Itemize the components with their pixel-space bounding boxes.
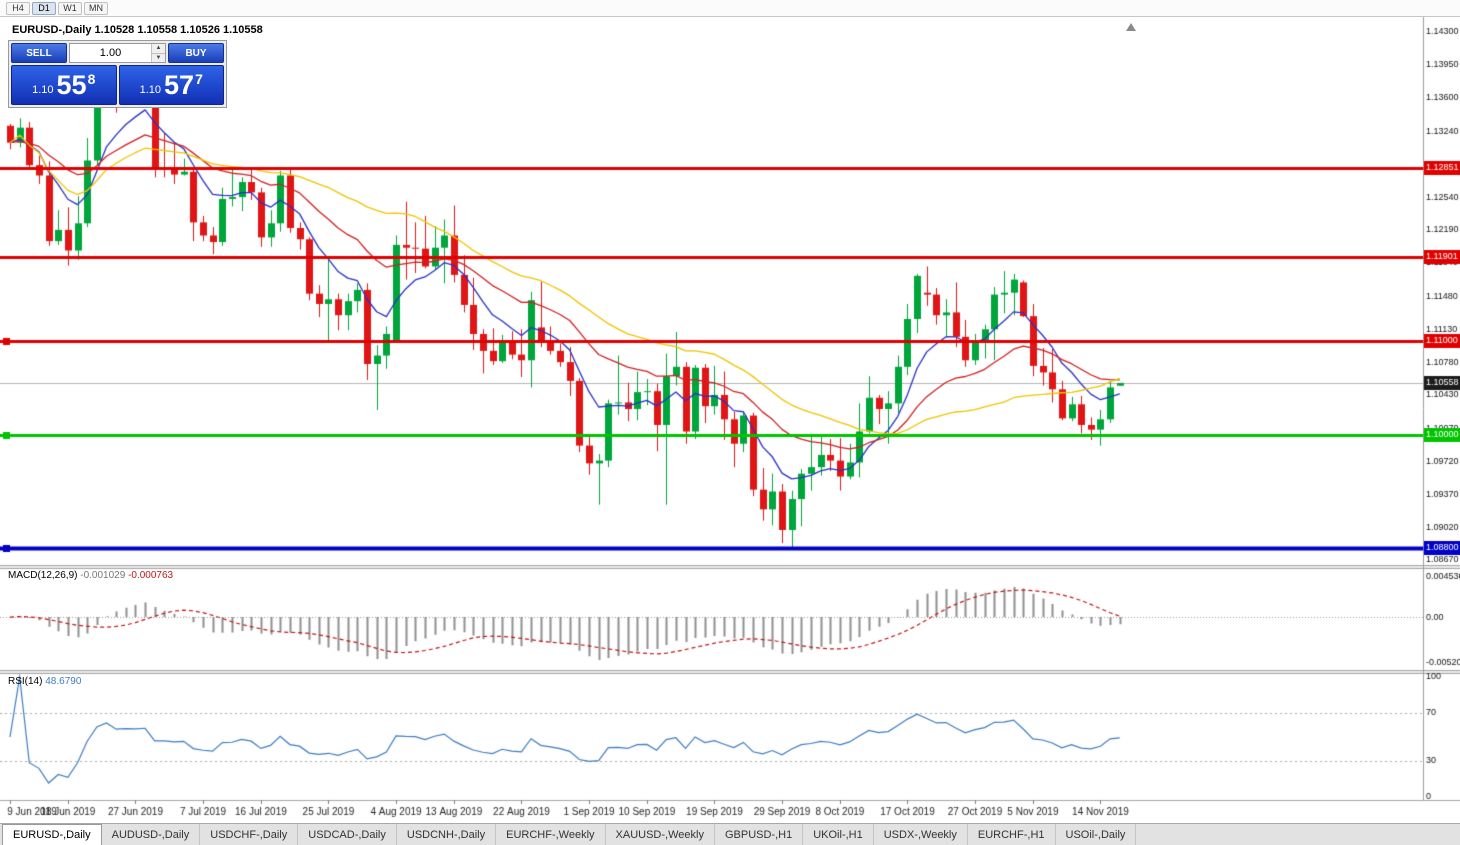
sell-button[interactable]: SELL [11,43,67,63]
chart-tab-xauusd-weekly[interactable]: XAUUSD-,Weekly [606,824,715,845]
rsi-value: 48.6790 [45,676,82,687]
timeframe-toolbar: H4 D1 W1 MN [0,0,1460,17]
rsi-name: RSI(14) [8,676,43,687]
timeframe-button-h4[interactable]: H4 [6,1,30,15]
volume-field[interactable]: 1.00 ▲ ▼ [69,43,166,63]
chart-tab-eurchf-weekly[interactable]: EURCHF-,Weekly [496,824,606,845]
chart-title: EURUSD-,Daily 1.10528 1.10558 1.10526 1.… [12,24,263,36]
buy-price-sup: 7 [195,71,203,87]
sell-price-sup: 8 [87,71,96,87]
macd-signal-value: -0.000763 [128,570,174,581]
macd-name: MACD(12,26,9) [8,570,78,581]
chart-tab-ukoil-h1[interactable]: UKOil-,H1 [803,824,874,845]
volume-spinner: ▲ ▼ [151,44,165,62]
rsi-indicator-label: RSI(14) 48.6790 [8,676,81,687]
chart-tab-gbpusd-h1[interactable]: GBPUSD-,H1 [715,824,804,845]
timeframe-button-d1[interactable]: D1 [32,1,56,15]
macd-value: -0.001029 [80,570,126,581]
chart-tab-eurchf-h1[interactable]: EURCHF-,H1 [968,824,1056,845]
chart-tab-usoil-daily[interactable]: USOil-,Daily [1056,824,1137,845]
chart-symbol-period: EURUSD-,Daily [12,24,92,36]
volume-up-icon[interactable]: ▲ [152,44,165,54]
sell-price-big: 55 [56,69,87,100]
chart-shift-marker[interactable] [1126,23,1136,31]
chart-tab-usdx-weekly[interactable]: USDX-,Weekly [874,824,968,845]
chart-tabs-bar: EURUSD-,Daily AUDUSD-,Daily USDCHF-,Daily U… [0,823,1460,845]
sell-price-button[interactable]: 1.10 55 8 [11,65,117,105]
buy-price-prefix: 1.10 [139,84,162,96]
price-chart-canvas[interactable] [0,17,1460,823]
chart-tab-usdcnh-daily[interactable]: USDCNH-,Daily [397,824,497,845]
one-click-trading-panel: SELL 1.00 ▲ ▼ BUY 1.10 55 8 1.10 57 7 [8,40,227,108]
chart-tab-usdchf-daily[interactable]: USDCHF-,Daily [200,824,299,845]
macd-indicator-label: MACD(12,26,9) -0.001029 -0.000763 [8,570,173,581]
chart-tab-eurusd-daily[interactable]: EURUSD-,Daily [2,824,102,845]
buy-button[interactable]: BUY [168,43,224,63]
timeframe-button-w1[interactable]: W1 [58,1,82,15]
volume-value[interactable]: 1.00 [99,47,122,59]
sell-price-prefix: 1.10 [32,84,54,96]
chart-tab-audusd-daily[interactable]: AUDUSD-,Daily [102,824,201,845]
chart-tab-usdcad-daily[interactable]: USDCAD-,Daily [298,824,397,845]
timeframe-button-mn[interactable]: MN [84,1,108,15]
buy-price-button[interactable]: 1.10 57 7 [118,65,224,105]
chart-ohlc-values: 1.10528 1.10558 1.10526 1.10558 [94,24,263,36]
buy-price-big: 57 [164,69,195,100]
volume-down-icon[interactable]: ▼ [152,53,165,62]
